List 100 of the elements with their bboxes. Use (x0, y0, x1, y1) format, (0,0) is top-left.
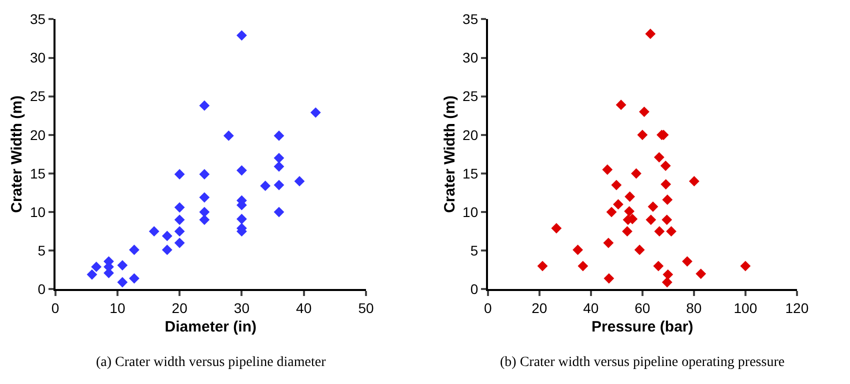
point (654, 226, 665, 237)
point (602, 164, 613, 175)
point (236, 165, 247, 176)
point (660, 179, 672, 190)
point (740, 260, 751, 272)
y-tick-label: 30 (462, 50, 478, 66)
point (660, 160, 671, 171)
point (611, 180, 622, 190)
point (634, 244, 645, 256)
point (682, 256, 692, 267)
x-tick-label: 80 (686, 300, 702, 316)
point (603, 238, 614, 248)
point (637, 130, 648, 140)
text: (b) Crater width versus pipeline operating pressure (500, 355, 785, 370)
y-tick-label: 20 (30, 126, 46, 143)
x-tick-label: 10 (110, 300, 126, 316)
point (662, 214, 672, 225)
point (662, 269, 674, 280)
y-tick-label: 15 (30, 165, 46, 182)
y-tick-label: 10 (462, 204, 478, 220)
point (174, 202, 185, 213)
point (624, 206, 634, 216)
point (274, 180, 284, 190)
point (260, 180, 271, 192)
point (613, 199, 624, 210)
point (236, 214, 247, 224)
point (223, 130, 234, 141)
point (631, 168, 642, 179)
point (551, 223, 562, 234)
point (274, 206, 284, 218)
point (606, 206, 617, 218)
point (162, 244, 172, 256)
y-tick-label: 0 (470, 281, 478, 298)
point (688, 176, 700, 186)
point (648, 201, 658, 212)
point (662, 277, 672, 288)
point (199, 100, 210, 111)
point (174, 238, 185, 248)
x-tick-label: 20 (172, 300, 188, 316)
y-tick-label: 30 (30, 50, 46, 66)
point (294, 176, 305, 186)
y-tick-label: 10 (30, 204, 46, 220)
point (624, 191, 635, 202)
x-tick-label: 120 (785, 300, 809, 316)
x-tick-label: 100 (734, 300, 758, 316)
point (91, 262, 102, 272)
point (274, 130, 284, 141)
point (310, 107, 321, 118)
point (174, 214, 185, 225)
point (129, 273, 140, 284)
point (622, 226, 632, 237)
x-tick-label: 50 (358, 300, 374, 316)
y-tick-label: 20 (462, 126, 478, 143)
point (578, 260, 588, 272)
point (199, 214, 210, 225)
y-tick-label: 0 (38, 281, 46, 298)
y-tick-label: 5 (38, 242, 46, 259)
text: (a) Crater width versus pipeline diameter (96, 355, 326, 370)
point (572, 244, 583, 256)
point (645, 28, 656, 40)
point (162, 230, 172, 242)
point (117, 277, 128, 288)
point (86, 269, 98, 280)
x-axis-title: Diameter (in) (164, 318, 256, 336)
y-axis-title: Crater Width (m) (441, 96, 458, 213)
point (274, 161, 284, 172)
y-tick-label: 35 (462, 11, 478, 28)
x-tick-label: 0 (484, 300, 492, 316)
y-tick-label: 15 (462, 165, 478, 182)
point (654, 152, 664, 162)
point (174, 226, 185, 237)
x-axis-title: Pressure (bar) (592, 318, 694, 336)
x-tick-label: 20 (532, 300, 548, 316)
point (199, 192, 210, 203)
y-tick-label: 25 (462, 88, 478, 104)
x-tick-label: 60 (634, 300, 650, 316)
point (174, 169, 185, 180)
point (236, 30, 247, 41)
point (616, 100, 626, 110)
point (662, 194, 673, 205)
point (117, 260, 128, 270)
point (653, 260, 664, 272)
y-tick-label: 5 (470, 242, 478, 259)
point (666, 226, 676, 237)
x-tick-label: 0 (51, 300, 60, 316)
x-tick-label: 40 (583, 300, 599, 316)
point (199, 169, 210, 180)
point (639, 106, 650, 117)
point (148, 226, 160, 237)
point (646, 214, 656, 225)
y-tick-label: 25 (30, 88, 46, 104)
y-axis-title: Crater Width (m) (8, 96, 26, 213)
point (199, 206, 210, 218)
x-tick-label: 30 (234, 300, 250, 316)
point (604, 273, 614, 284)
point (696, 268, 706, 279)
x-tick-label: 40 (296, 300, 312, 316)
point (537, 260, 548, 272)
y-tick-label: 35 (30, 11, 46, 28)
point (129, 244, 140, 256)
